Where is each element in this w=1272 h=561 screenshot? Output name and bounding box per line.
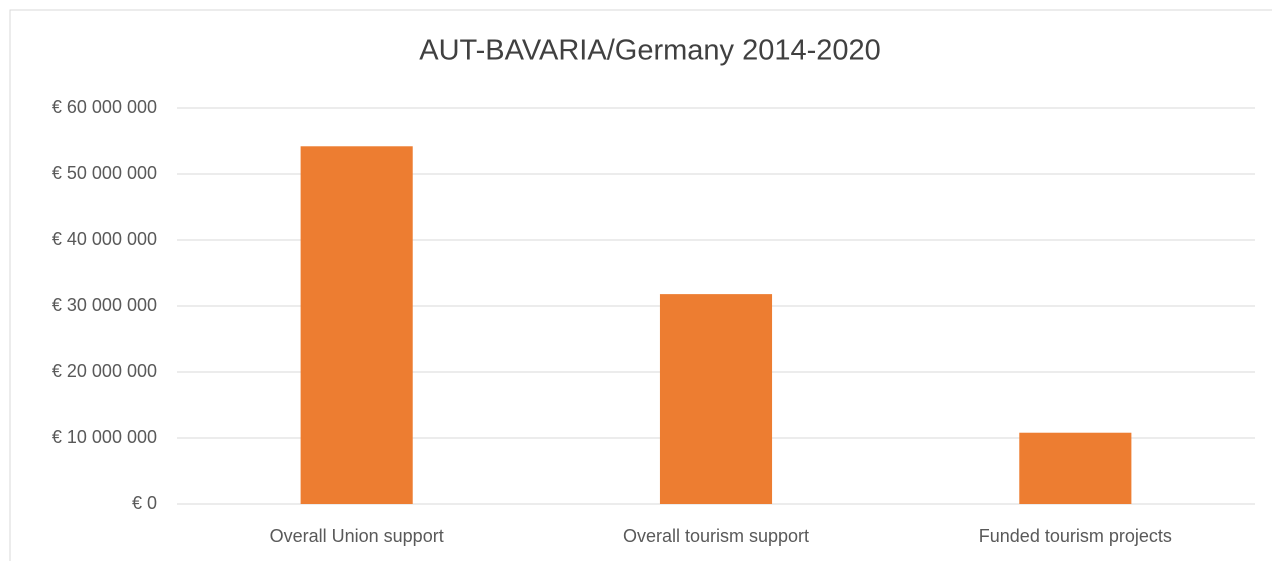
x-tick-label: Funded tourism projects bbox=[979, 526, 1172, 546]
bar bbox=[1019, 432, 1132, 504]
x-tick-label: Overall Union support bbox=[270, 526, 444, 546]
y-tick-label: € 30 000 000 bbox=[52, 295, 157, 315]
y-tick-label: € 50 000 000 bbox=[52, 163, 157, 183]
chart-title: AUT-BAVARIA/Germany 2014-2020 bbox=[419, 35, 881, 67]
chart-border bbox=[9, 9, 1272, 561]
y-tick-label: € 20 000 000 bbox=[52, 361, 157, 381]
bar bbox=[659, 294, 773, 504]
y-tick-label: € 60 000 000 bbox=[52, 97, 157, 117]
y-tick-label: € 10 000 000 bbox=[52, 427, 157, 447]
x-tick-label: Overall tourism support bbox=[623, 526, 809, 546]
bar bbox=[300, 146, 413, 504]
y-tick-label: € 0 bbox=[132, 493, 157, 513]
y-tick-label: € 40 000 000 bbox=[52, 229, 157, 249]
